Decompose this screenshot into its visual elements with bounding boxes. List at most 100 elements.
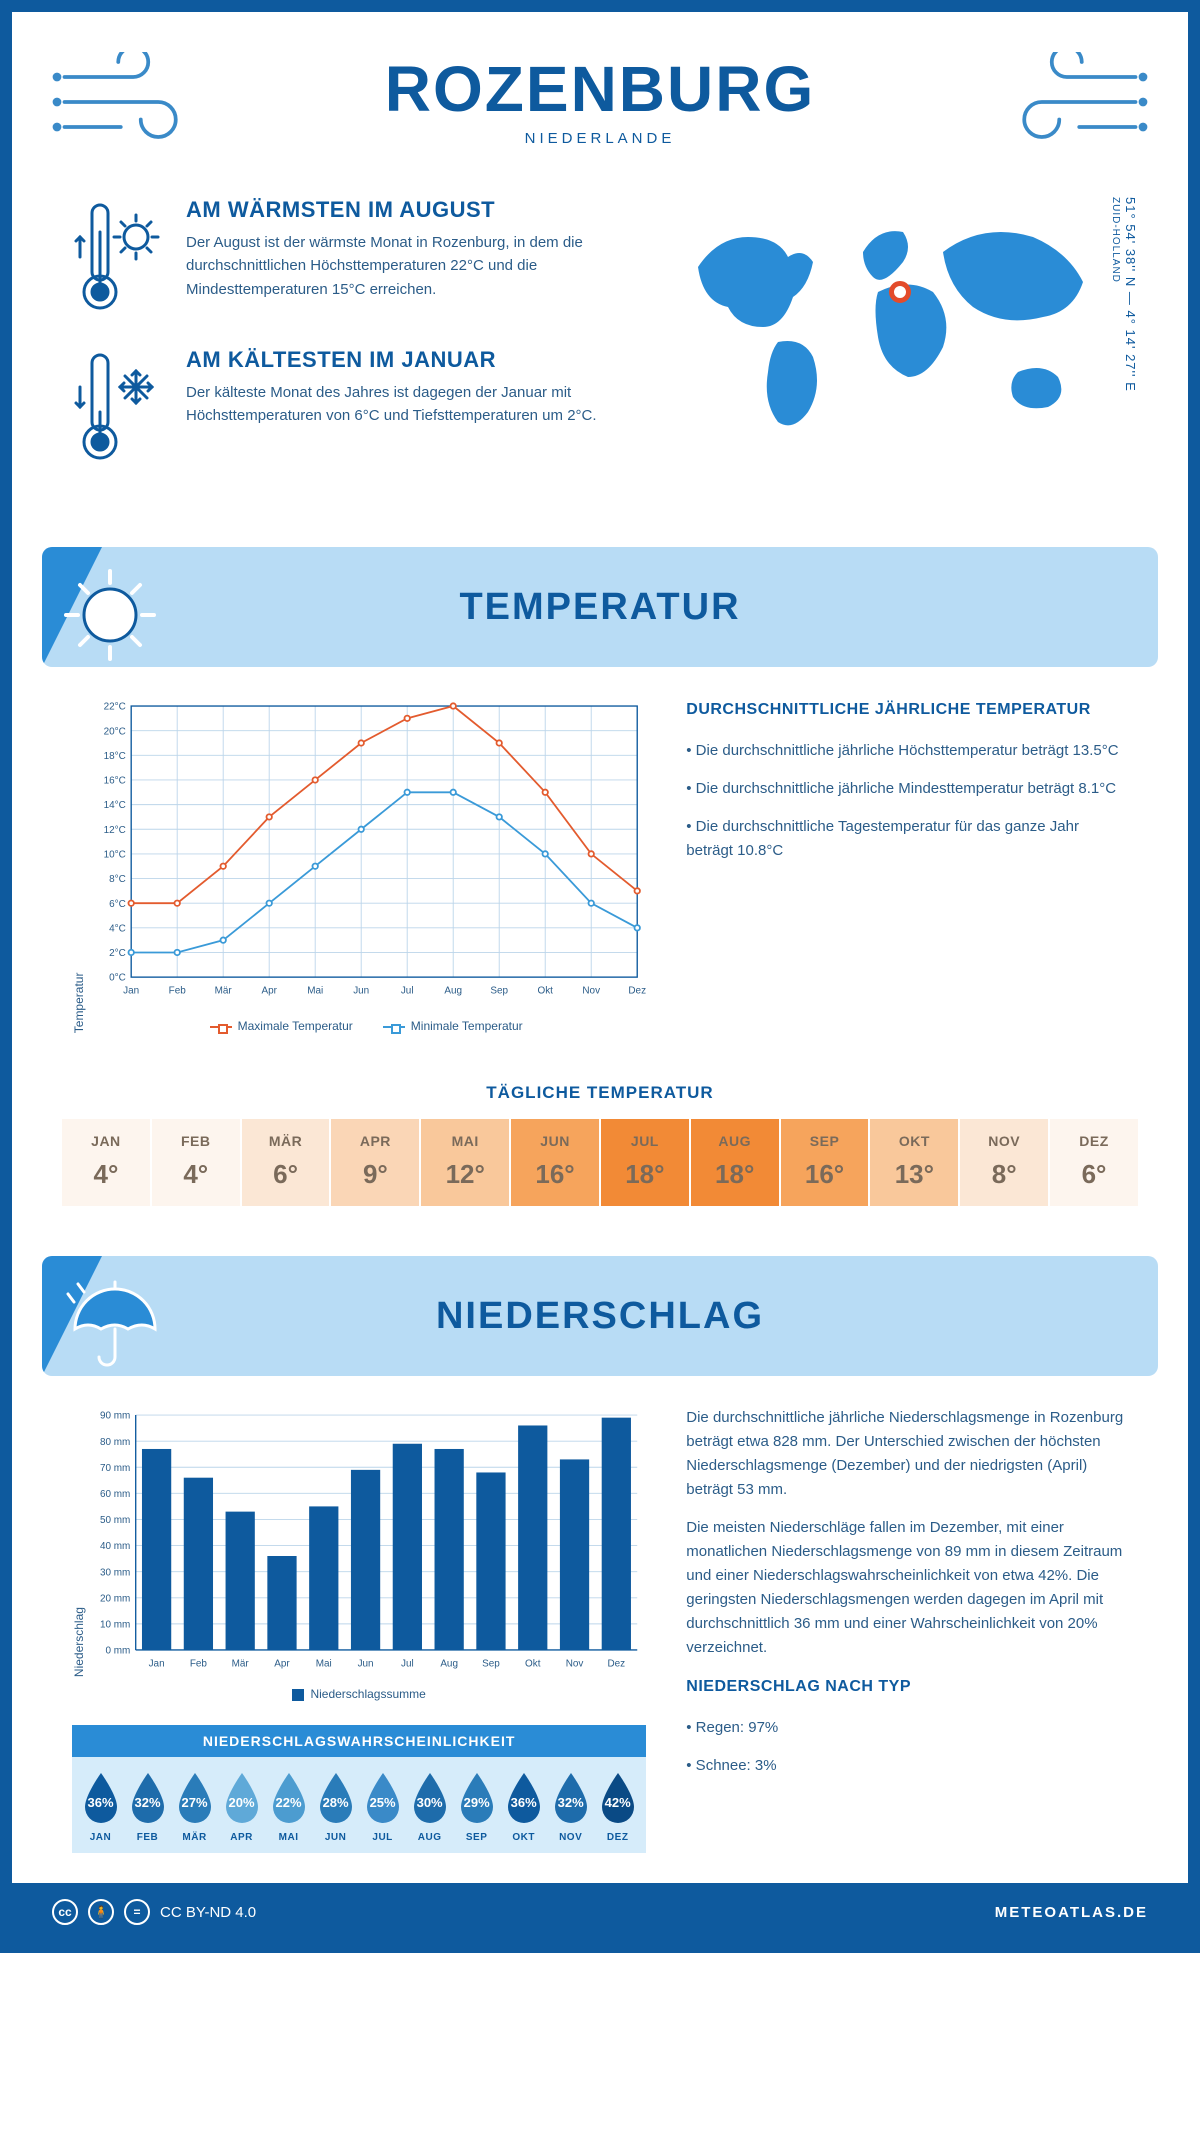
temp-legend: Maximale Temperatur Minimale Temperatur (86, 1019, 646, 1033)
fact-coldest: AM KÄLTESTEN IM JANUAR Der kälteste Mona… (72, 347, 628, 467)
daily-temp-table: JAN4° FEB4° MÄR6° APR9° MAI12° JUN16° JU… (62, 1119, 1138, 1206)
precip-type-bullet: • Schnee: 3% (686, 1754, 1128, 1778)
svg-text:Sep: Sep (490, 985, 508, 996)
svg-text:0 mm: 0 mm (105, 1646, 130, 1657)
svg-text:30 mm: 30 mm (100, 1568, 130, 1579)
precip-ylabel: Niederschlag (72, 1406, 86, 1677)
precip-probability: NIEDERSCHLAGSWAHRSCHEINLICHKEIT 36% JAN … (72, 1725, 646, 1853)
svg-text:Jul: Jul (401, 1658, 414, 1669)
svg-text:0°C: 0°C (109, 973, 126, 984)
precip-para-1: Die durchschnittliche jährliche Niedersc… (686, 1406, 1128, 1502)
temp-bullet: • Die durchschnittliche Tagestemperatur … (686, 815, 1128, 863)
svg-text:Feb: Feb (190, 1658, 208, 1669)
svg-text:Jun: Jun (358, 1658, 374, 1669)
precip-type-title: NIEDERSCHLAG NACH TYP (686, 1674, 1128, 1700)
prob-drop: 36% OKT (501, 1771, 546, 1843)
nd-icon: = (124, 1899, 150, 1925)
temp-ylabel: Temperatur (72, 697, 86, 1033)
page: ROZENBURG NIEDERLANDE (0, 0, 1200, 1953)
footer: cc 🧍 = CC BY-ND 4.0 METEOATLAS.DE (12, 1883, 1188, 1941)
page-title: ROZENBURG (62, 52, 1138, 126)
precip-heading: NIEDERSCHLAG (436, 1295, 764, 1338)
intro-row: AM WÄRMSTEN IM AUGUST Der August ist der… (12, 167, 1188, 547)
fact-cold-text: Der kälteste Monat des Jahres ist dagege… (186, 381, 628, 428)
svg-text:12°C: 12°C (104, 825, 126, 836)
svg-text:16°C: 16°C (104, 776, 126, 787)
prob-drop: 32% NOV (548, 1771, 593, 1843)
svg-text:Feb: Feb (169, 985, 187, 996)
prob-drop: 32% FEB (125, 1771, 170, 1843)
prob-drop: 27% MÄR (172, 1771, 217, 1843)
precip-banner: NIEDERSCHLAG (42, 1256, 1158, 1376)
svg-text:20°C: 20°C (104, 726, 126, 737)
temp-bullet: • Die durchschnittliche jährliche Höchst… (686, 739, 1128, 763)
fact-warm-title: AM WÄRMSTEN IM AUGUST (186, 197, 628, 223)
sun-icon (60, 565, 160, 665)
svg-text:40 mm: 40 mm (100, 1541, 130, 1552)
temperature-banner: TEMPERATUR (42, 547, 1158, 667)
temperature-heading: TEMPERATUR (459, 586, 740, 629)
temp-bullet: • Die durchschnittliche jährliche Mindes… (686, 777, 1128, 801)
svg-text:10 mm: 10 mm (100, 1620, 130, 1631)
cc-icon: cc (52, 1899, 78, 1925)
svg-text:70 mm: 70 mm (100, 1463, 130, 1474)
svg-text:Mai: Mai (316, 1658, 332, 1669)
wind-icon-left (52, 52, 202, 152)
wind-icon-right (998, 52, 1148, 152)
svg-text:8°C: 8°C (109, 874, 126, 885)
hero: ROZENBURG NIEDERLANDE (12, 12, 1188, 167)
thermometer-sun-icon (72, 197, 162, 317)
svg-text:Apr: Apr (261, 985, 277, 996)
fact-cold-title: AM KÄLTESTEN IM JANUAR (186, 347, 628, 373)
fact-warm-text: Der August ist der wärmste Monat in Roze… (186, 231, 628, 301)
world-map-svg (668, 197, 1108, 457)
prob-drop: 25% JUL (360, 1771, 405, 1843)
svg-text:50 mm: 50 mm (100, 1515, 130, 1526)
daily-temp-cell: AUG18° (691, 1119, 779, 1206)
daily-temp-title: TÄGLICHE TEMPERATUR (12, 1083, 1188, 1103)
svg-text:4°C: 4°C (109, 923, 126, 934)
svg-text:Apr: Apr (274, 1658, 290, 1669)
svg-text:Jan: Jan (123, 985, 139, 996)
precip-para-2: Die meisten Niederschläge fallen im Deze… (686, 1516, 1128, 1660)
daily-temp-cell: MAI12° (421, 1119, 509, 1206)
daily-temp-cell: JAN4° (62, 1119, 150, 1206)
site-name: METEOATLAS.DE (995, 1904, 1148, 1921)
svg-text:80 mm: 80 mm (100, 1437, 130, 1448)
location-marker (889, 281, 911, 303)
prob-drop: 22% MAI (266, 1771, 311, 1843)
daily-temp-cell: FEB4° (152, 1119, 240, 1206)
svg-text:Okt: Okt (537, 985, 553, 996)
svg-text:20 mm: 20 mm (100, 1594, 130, 1605)
temperature-chart: Temperatur 0°C2°C4°C6°C8°C10°C12°C14°C16… (72, 697, 646, 1033)
thermometer-snow-icon (72, 347, 162, 467)
daily-temp-cell: MÄR6° (242, 1119, 330, 1206)
prob-drop: 28% JUN (313, 1771, 358, 1843)
license-text: CC BY-ND 4.0 (160, 1904, 256, 1921)
svg-text:Jun: Jun (353, 985, 369, 996)
precip-type-bullet: • Regen: 97% (686, 1716, 1128, 1740)
daily-temp-cell: APR9° (331, 1119, 419, 1206)
coordinates: 51° 54' 38'' N — 4° 14' 27'' E ZUID-HOLL… (1108, 197, 1138, 457)
temperature-text: DURCHSCHNITTLICHE JÄHRLICHE TEMPERATUR •… (686, 697, 1128, 1033)
daily-temp-cell: DEZ6° (1050, 1119, 1138, 1206)
svg-text:Dez: Dez (608, 1658, 626, 1669)
svg-text:Aug: Aug (444, 985, 462, 996)
svg-text:Dez: Dez (628, 985, 646, 996)
temperature-body: Temperatur 0°C2°C4°C6°C8°C10°C12°C14°C16… (12, 697, 1188, 1063)
daily-temp-cell: NOV8° (960, 1119, 1048, 1206)
svg-text:18°C: 18°C (104, 751, 126, 762)
daily-temp-cell: OKT13° (870, 1119, 958, 1206)
svg-text:Jul: Jul (401, 985, 414, 996)
daily-temp-cell: JUN16° (511, 1119, 599, 1206)
world-map: 51° 54' 38'' N — 4° 14' 27'' E ZUID-HOLL… (668, 197, 1128, 497)
daily-temp-cell: SEP16° (781, 1119, 869, 1206)
svg-text:14°C: 14°C (104, 800, 126, 811)
daily-temp-cell: JUL18° (601, 1119, 689, 1206)
svg-text:10°C: 10°C (104, 850, 126, 861)
svg-text:Jan: Jan (149, 1658, 165, 1669)
svg-text:Nov: Nov (566, 1658, 584, 1669)
prob-drop: 20% APR (219, 1771, 264, 1843)
by-icon: 🧍 (88, 1899, 114, 1925)
svg-text:Mär: Mär (232, 1658, 250, 1669)
